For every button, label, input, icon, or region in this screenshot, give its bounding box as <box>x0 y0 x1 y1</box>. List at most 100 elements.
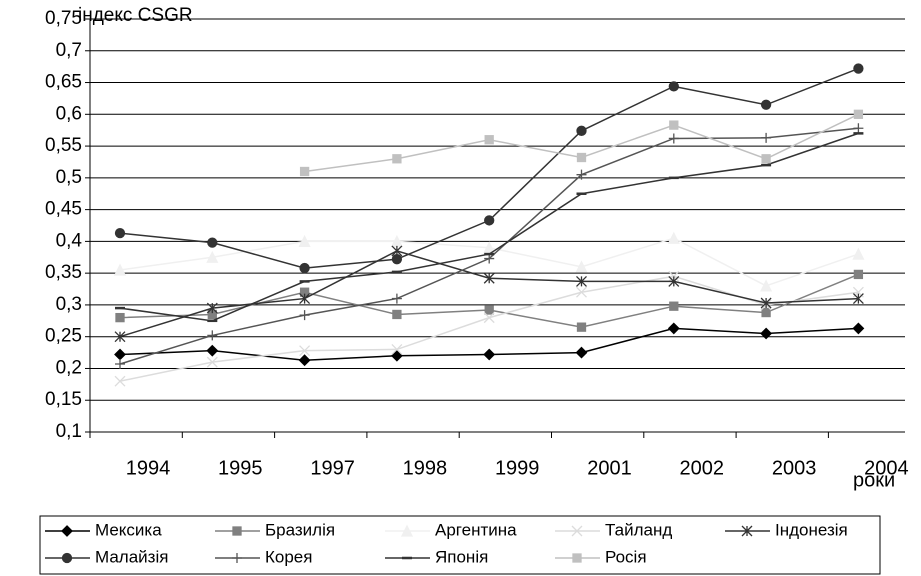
legend-label: Японія <box>435 547 488 566</box>
legend-label: Бразилія <box>265 520 335 539</box>
y-tick-label: 0,35 <box>45 262 82 283</box>
series-line <box>119 132 859 322</box>
marker <box>575 260 588 273</box>
marker <box>852 293 864 305</box>
marker <box>760 99 772 110</box>
legend-label: Корея <box>265 547 312 566</box>
marker <box>852 322 865 335</box>
x-tick-label: 2003 <box>772 457 817 479</box>
marker <box>761 132 772 143</box>
marker <box>668 270 680 282</box>
legend-label: Індонезія <box>775 520 848 539</box>
marker <box>576 152 587 163</box>
marker <box>576 169 587 180</box>
series-line <box>304 113 859 173</box>
marker <box>483 272 495 284</box>
marker <box>576 286 587 298</box>
y-tick-label: 0,25 <box>45 326 82 347</box>
x-tick-label: 2001 <box>587 457 632 479</box>
y-tick-label: 0,15 <box>45 389 82 410</box>
legend-box <box>39 515 881 575</box>
marker <box>741 525 753 537</box>
marker <box>484 305 494 315</box>
x-tick-label: 1994 <box>126 457 171 479</box>
marker <box>391 254 403 265</box>
marker <box>760 279 773 292</box>
marker <box>114 227 126 239</box>
marker <box>390 349 403 362</box>
y-tick-label: 0,1 <box>56 421 82 442</box>
marker <box>576 322 587 332</box>
marker <box>667 231 680 244</box>
marker <box>299 293 311 305</box>
x-tick-label: 2002 <box>680 457 725 479</box>
y-tick-label: 0,55 <box>45 135 82 156</box>
x-tick-label: 2004 <box>864 457 909 479</box>
marker <box>400 524 414 537</box>
marker <box>853 123 864 134</box>
y-tick-label: 0,3 <box>56 294 82 315</box>
marker <box>206 356 218 368</box>
marker <box>576 125 587 136</box>
y-tick-label: 0,45 <box>45 199 82 220</box>
y-tick-label: 0,6 <box>56 103 82 124</box>
y-tick-label: 0,4 <box>56 230 83 251</box>
marker <box>298 354 311 367</box>
y-tick-label: 0,75 <box>45 8 82 29</box>
y-axis-label: індекс CSGR <box>78 5 193 26</box>
marker <box>853 63 864 74</box>
marker <box>483 241 496 254</box>
series-line <box>119 250 859 338</box>
marker <box>232 553 242 563</box>
marker <box>114 348 126 361</box>
marker <box>668 133 679 144</box>
y-tick-label: 0,7 <box>56 40 82 61</box>
marker <box>392 154 402 164</box>
marker <box>760 297 772 309</box>
marker <box>115 359 125 370</box>
marker <box>206 250 219 263</box>
x-tick-label: 1998 <box>403 457 448 479</box>
marker <box>61 552 73 564</box>
marker <box>852 247 865 260</box>
marker <box>299 345 311 357</box>
marker <box>668 275 680 287</box>
marker <box>853 109 864 119</box>
x-tick-label: 1997 <box>310 457 355 479</box>
legend-label: Аргентина <box>435 520 517 539</box>
marker <box>483 312 495 324</box>
marker <box>114 375 126 387</box>
marker <box>232 526 242 536</box>
legend-label: Тайланд <box>605 520 672 539</box>
series-line <box>119 275 859 382</box>
x-tick-label: 1999 <box>495 457 540 479</box>
y-tick-label: 0,65 <box>45 72 82 93</box>
y-tick-label: 0,2 <box>56 357 82 378</box>
legend-label: Росія <box>605 547 647 566</box>
marker <box>391 293 402 304</box>
marker <box>207 237 218 248</box>
marker <box>299 166 310 177</box>
marker <box>761 154 771 164</box>
marker <box>484 135 494 145</box>
marker <box>760 327 773 340</box>
marker <box>391 343 403 355</box>
marker <box>571 525 583 537</box>
marker <box>669 120 679 130</box>
marker <box>575 346 588 359</box>
marker <box>761 307 771 318</box>
marker <box>114 331 126 343</box>
marker <box>61 525 73 537</box>
marker <box>392 309 402 320</box>
marker <box>576 275 587 287</box>
marker <box>206 344 219 357</box>
marker <box>299 262 310 274</box>
marker <box>299 310 310 321</box>
marker <box>115 312 125 323</box>
x-tick-label: 1995 <box>218 457 263 479</box>
marker <box>298 234 311 248</box>
legend-label: Мексика <box>95 520 162 539</box>
marker <box>113 263 127 276</box>
marker <box>207 330 218 341</box>
